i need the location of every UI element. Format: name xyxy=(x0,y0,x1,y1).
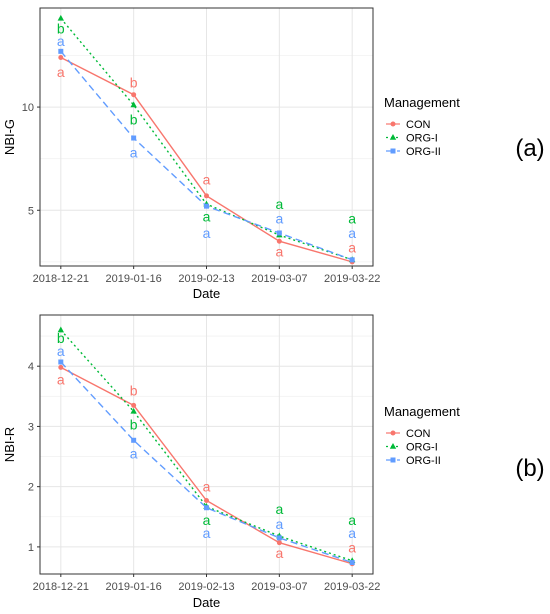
significance-letter: b xyxy=(130,382,138,398)
significance-letter: a xyxy=(130,446,138,462)
data-point-org-i xyxy=(130,101,137,108)
significance-letter: a xyxy=(348,539,356,555)
series-line-org-ii xyxy=(60,361,353,564)
x-tick-label: 2019-03-22 xyxy=(324,273,380,285)
data-point-con xyxy=(276,238,282,244)
data-point-org-ii xyxy=(204,505,209,511)
significance-letter: a xyxy=(348,512,356,528)
y-axis-title: NBI-R xyxy=(2,427,17,462)
x-tick-label: 2018-12-21 xyxy=(33,581,89,593)
data-point-org-i xyxy=(57,14,65,21)
x-tick-label: 2019-03-07 xyxy=(251,273,307,285)
panel-tag: (b) xyxy=(515,455,544,482)
legend-title: Management xyxy=(384,95,460,110)
data-point-con xyxy=(276,540,282,546)
y-tick-label: 10 xyxy=(22,102,34,114)
significance-letter: a xyxy=(275,501,283,517)
significance-letter: a xyxy=(203,171,211,187)
significance-letter: b xyxy=(130,111,138,127)
plot-border xyxy=(39,7,374,267)
x-tick-label: 2019-02-13 xyxy=(178,581,234,593)
legend-label: ORG-II xyxy=(406,455,441,467)
significance-letter: a xyxy=(203,225,211,241)
data-point-org-ii xyxy=(58,48,64,54)
data-point-org-ii xyxy=(276,230,282,236)
significance-letter: a xyxy=(275,244,283,260)
significance-letter: a xyxy=(348,525,356,541)
data-point-org-i xyxy=(130,407,137,414)
significance-letter: a xyxy=(275,516,283,532)
x-axis-title: Date xyxy=(193,595,220,610)
y-tick-label: 2 xyxy=(28,482,34,494)
legend-key-marker xyxy=(390,148,396,154)
plot-border xyxy=(39,314,374,575)
data-point-con xyxy=(58,364,64,370)
x-tick-label: 2018-12-21 xyxy=(33,273,89,285)
x-tick-label: 2019-02-13 xyxy=(178,273,234,285)
y-tick-label: 3 xyxy=(28,421,34,433)
data-point-con xyxy=(204,193,209,199)
data-point-con xyxy=(58,55,64,61)
data-point-org-ii xyxy=(131,135,137,141)
significance-letter: a xyxy=(348,225,356,241)
significance-letter: a xyxy=(57,343,65,359)
y-tick-label: 1 xyxy=(28,542,34,554)
data-point-con xyxy=(131,92,137,98)
panel-tag: (a) xyxy=(515,135,544,162)
y-axis-title: NBI-G xyxy=(2,119,17,155)
legend-label: ORG-II xyxy=(406,146,441,158)
significance-letter: b xyxy=(130,74,138,90)
significance-letter: a xyxy=(203,479,211,495)
significance-letter: a xyxy=(203,512,211,528)
significance-letter: b xyxy=(57,21,65,37)
data-point-con xyxy=(131,402,137,408)
legend-key-marker xyxy=(390,457,396,463)
data-point-org-ii xyxy=(204,203,209,209)
significance-letter: a xyxy=(57,64,65,80)
x-tick-label: 2019-03-22 xyxy=(324,581,380,593)
legend-label: ORG-I xyxy=(406,133,438,145)
significance-letter: a xyxy=(203,208,211,224)
significance-letter: a xyxy=(57,371,65,387)
data-point-org-ii xyxy=(276,535,282,541)
significance-letter: a xyxy=(275,211,283,227)
legend-label: CON xyxy=(406,428,431,440)
data-point-org-i xyxy=(57,326,65,333)
legend-key-marker xyxy=(389,443,397,449)
significance-letter: a xyxy=(348,211,356,227)
x-tick-label: 2019-01-16 xyxy=(106,273,162,285)
y-tick-label: 4 xyxy=(28,361,34,373)
significance-letter: a xyxy=(203,525,211,541)
data-point-org-ii xyxy=(349,257,355,263)
legend-title: Management xyxy=(384,404,460,419)
significance-letter: b xyxy=(130,417,138,433)
significance-letter: b xyxy=(57,330,65,346)
legend-label: CON xyxy=(406,119,431,131)
data-point-org-ii xyxy=(349,560,355,566)
chart-panel-b: 1 2 3 4 2018-12-21 2019-01-16 2019-02-13 2019-0… xyxy=(2,314,545,610)
x-tick-label: 2019-03-07 xyxy=(251,581,307,593)
data-point-org-ii xyxy=(58,359,64,365)
significance-letter: a xyxy=(57,33,65,49)
legend-label: ORG-I xyxy=(406,442,438,454)
data-point-org-ii xyxy=(131,437,137,443)
chart-panel-a: 5 10 2018-12-21 2019-01-16 2019-02-13 2019-03… xyxy=(2,7,545,301)
significance-letter: a xyxy=(348,239,356,255)
significance-letter: a xyxy=(275,545,283,561)
data-point-con xyxy=(204,498,209,504)
legend-key-marker xyxy=(390,121,396,127)
legend-key-marker xyxy=(389,134,397,140)
significance-letter: a xyxy=(130,144,138,160)
x-axis-title: Date xyxy=(193,286,220,301)
x-tick-label: 2019-01-16 xyxy=(106,581,162,593)
significance-letter: a xyxy=(275,196,283,212)
legend-key-marker xyxy=(390,430,396,436)
y-tick-label: 5 xyxy=(28,205,34,217)
